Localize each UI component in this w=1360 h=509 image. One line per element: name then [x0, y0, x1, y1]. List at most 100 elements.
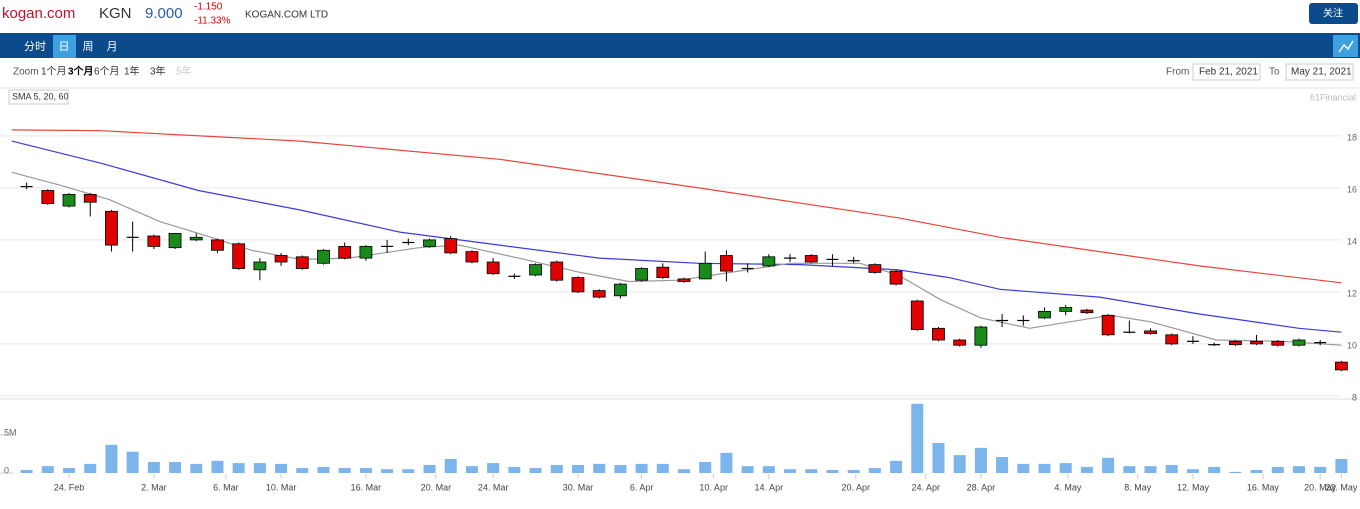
candle-body: [1334, 361, 1348, 371]
change: -1.150: [194, 2, 223, 13]
candle-body: [465, 251, 479, 263]
candle-body: [635, 268, 648, 281]
from-input[interactable]: [1192, 63, 1261, 81]
volume-bar: [890, 460, 903, 473]
x-tick-label: 10. Mar: [266, 482, 297, 492]
candle-body: [168, 232, 182, 249]
change-pct: -11.33%: [194, 16, 231, 27]
zoom-option[interactable]: 1年: [124, 65, 140, 78]
candle-body: [1165, 334, 1179, 345]
volume-bar: [338, 468, 351, 473]
candle-body: [317, 249, 330, 264]
candle-body: [1059, 307, 1073, 312]
volume-bar: [147, 461, 160, 473]
zoom-option: 5年: [176, 65, 192, 78]
tab[interactable]: 月: [107, 41, 118, 53]
candle-body: [486, 261, 500, 275]
y-tick-label: 14: [1347, 236, 1357, 246]
volume-bar: [1080, 466, 1093, 473]
x-tick-label: 16. May: [1247, 482, 1280, 492]
indicator-box: [8, 89, 69, 105]
volume-bar: [974, 447, 987, 473]
y-tick-label: 8: [1352, 392, 1357, 402]
x-tick-label: 14. Apr: [755, 482, 784, 492]
volume-bar: [635, 463, 648, 473]
candle-body: [932, 327, 945, 341]
volume-bar: [169, 461, 182, 473]
tab[interactable]: 日: [59, 41, 70, 53]
candle-body: [253, 261, 267, 271]
volume-bar: [1250, 469, 1263, 473]
candle-body: [147, 235, 161, 247]
volume-bar: [402, 469, 415, 473]
zoom-option[interactable]: 3年: [150, 65, 166, 78]
candle-body: [571, 277, 585, 293]
volume-bar: [190, 463, 203, 473]
volume-tick-label: 5M: [4, 427, 17, 437]
candle-body: [105, 210, 118, 246]
company: KOGAN.COM LTD: [245, 10, 328, 21]
tab[interactable]: 分时: [24, 40, 46, 53]
volume-bar: [550, 465, 563, 473]
candle-body: [1292, 339, 1306, 346]
x-tick-label: 20. Mar: [421, 482, 452, 492]
to-input[interactable]: [1285, 63, 1354, 81]
volume-bar: [423, 465, 436, 473]
volume-bar: [1144, 466, 1157, 473]
volume-bar: [1186, 469, 1199, 473]
indicator-label: SMA 5, 20, 60: [12, 91, 69, 101]
volume-bar: [359, 468, 372, 473]
candle-body: [423, 239, 436, 247]
x-tick-label: 20. May: [1304, 482, 1337, 492]
volume-bar: [805, 469, 818, 473]
volume-bar: [1208, 466, 1221, 473]
candle-body: [656, 266, 670, 279]
candle-body: [1038, 311, 1051, 319]
candle-body: [359, 245, 373, 259]
candle-body: [211, 239, 224, 251]
candle-body: [868, 264, 882, 273]
volume-bar: [1123, 466, 1136, 473]
volume-bar: [614, 465, 627, 473]
volume-bar: [911, 403, 924, 473]
follow-label[interactable]: 关注: [1323, 7, 1343, 20]
candle-body: [1080, 309, 1094, 314]
volume-bar: [953, 455, 966, 473]
volume-bar: [656, 463, 669, 473]
x-tick-label: 16. Mar: [351, 482, 382, 492]
follow-button[interactable]: [1309, 3, 1358, 24]
zoom-option[interactable]: 1个月: [41, 66, 67, 78]
candle-body: [953, 339, 967, 346]
volume-bar: [275, 463, 288, 473]
tab-bar: [0, 33, 1360, 58]
volume-bar: [1271, 466, 1284, 473]
volume-bar: [211, 460, 224, 473]
x-tick-label: 24. Apr: [911, 482, 940, 492]
volume-bar: [678, 469, 690, 473]
x-tick-label: 24. Feb: [54, 482, 85, 492]
tab[interactable]: 周: [83, 40, 94, 53]
volume-bar: [1335, 458, 1348, 473]
volume-bar: [487, 463, 500, 473]
candle-body: [677, 278, 691, 282]
volume-bar: [317, 466, 330, 473]
zoom-option[interactable]: 3个月: [68, 65, 94, 78]
candle-body: [529, 264, 542, 276]
zoom-option[interactable]: 6个月: [94, 66, 120, 78]
volume-bar: [847, 469, 860, 473]
zoom-label: Zoom: [13, 67, 39, 78]
sma-line: [11, 140, 1342, 333]
from-value[interactable]: Feb 21, 2021: [1199, 67, 1258, 78]
y-tick-label: 12: [1347, 288, 1357, 298]
volume-bar: [1165, 465, 1178, 473]
volume-bar: [996, 457, 1009, 473]
candle-body: [698, 262, 712, 280]
x-tick-label: 2. Mar: [141, 482, 167, 492]
y-tick-label: 18: [1347, 132, 1357, 142]
x-tick-label: 8. May: [1124, 482, 1152, 492]
volume-bar: [720, 452, 733, 473]
to-value[interactable]: May 21, 2021: [1291, 67, 1352, 78]
volume-bar: [784, 469, 797, 473]
candle-body: [295, 256, 309, 269]
